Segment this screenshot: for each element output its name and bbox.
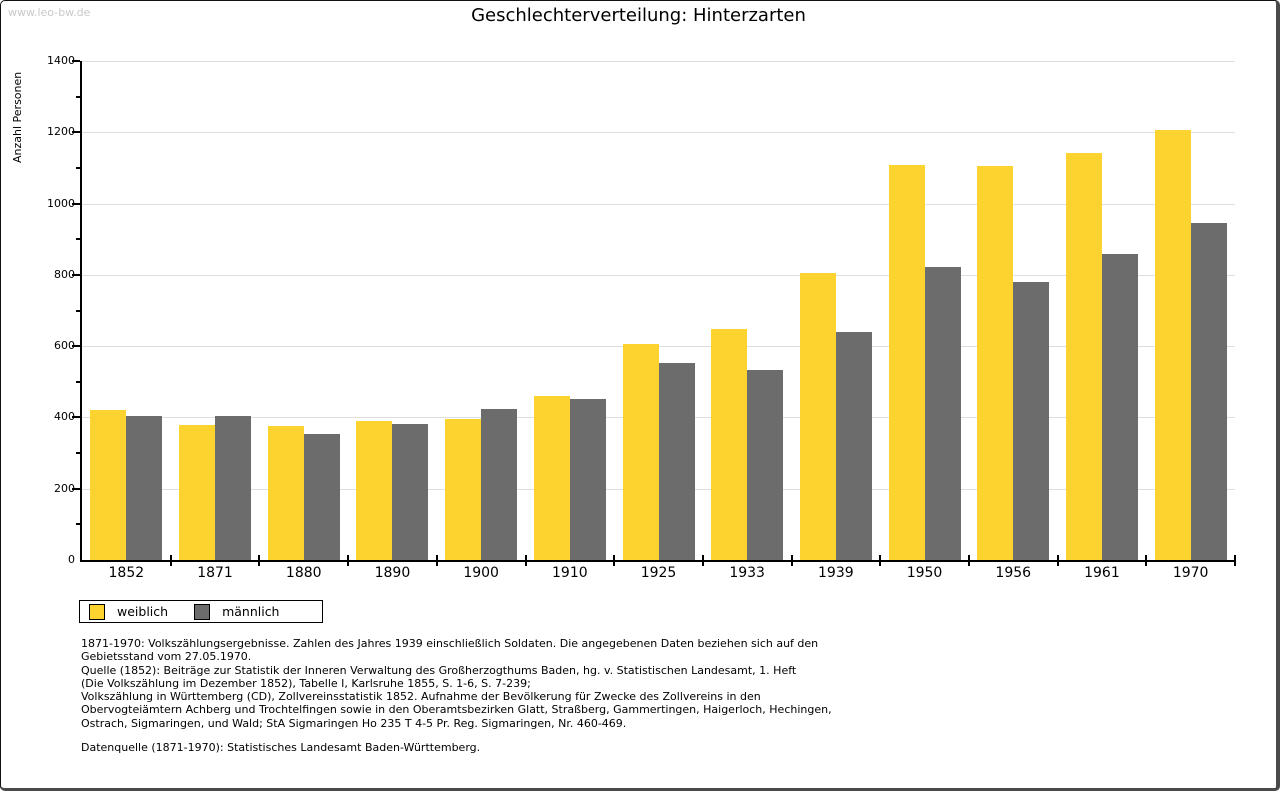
x-boundary-tick-3 [347, 555, 350, 566]
y-tick-label-1000: 1000 [47, 196, 75, 210]
footnote-line-1: 1871-1970: Volkszählungsergebnisse. Zahl… [81, 637, 819, 650]
x-tick-label-1925: 1925 [640, 565, 677, 581]
watermark: www.leo-bw.de [8, 6, 91, 19]
x-boundary-tick-12 [1145, 555, 1148, 566]
y-tick-label-200: 200 [54, 481, 75, 495]
x-tick-label-1956: 1956 [995, 565, 1032, 581]
bar-weiblich-1871 [179, 424, 215, 560]
footnotes: 1871-1970: Volkszählungsergebnisse. Zahl… [81, 637, 832, 730]
x-boundary-tick-8 [790, 555, 793, 566]
x-boundary-tick-9 [879, 555, 882, 566]
y-minor-tick-100 [76, 523, 80, 526]
x-boundary-tick-2 [258, 555, 261, 566]
x-boundary-tick-13 [1234, 555, 1236, 566]
x-boundary-tick-4 [435, 555, 438, 566]
y-tick-1000 [72, 202, 80, 205]
y-minor-tick-700 [76, 309, 80, 312]
bar-weiblich-1933 [711, 329, 748, 560]
bar-weiblich-1852 [90, 410, 127, 560]
gridline-600 [82, 346, 1235, 348]
bar-weiblich-1890 [356, 420, 393, 560]
x-tick-label-1900: 1900 [463, 565, 499, 581]
datasource-line: Datenquelle (1871-1970): Statistisches L… [81, 741, 481, 754]
bar-weiblich-1970 [1154, 129, 1191, 560]
x-boundary-tick-5 [524, 555, 527, 566]
x-tick-label-1933: 1933 [729, 565, 765, 581]
x-tick-label-1939: 1939 [818, 565, 854, 581]
y-tick-400 [72, 416, 80, 419]
bar-weiblich-1961 [1066, 153, 1102, 560]
y-minor-tick-1100 [76, 166, 80, 169]
bar-männlich-1880 [303, 433, 340, 560]
bar-männlich-1890 [392, 424, 429, 560]
bar-männlich-1852 [126, 416, 163, 560]
x-tick-label-1950: 1950 [906, 565, 943, 581]
x-boundary-tick-7 [701, 555, 704, 566]
y-tick-1200 [72, 131, 80, 134]
footnote-line-6: Obervogteiämtern Achberg und Trochtelfin… [81, 703, 832, 717]
y-tick-600 [72, 345, 80, 348]
x-tick-label-1961: 1961 [1084, 565, 1120, 581]
x-boundary-tick-6 [613, 555, 616, 566]
bar-männlich-1910 [569, 398, 606, 560]
bar-männlich-1961 [1102, 253, 1138, 560]
x-boundary-tick-10 [967, 555, 970, 566]
bar-weiblich-1956 [977, 166, 1014, 560]
bar-männlich-1939 [835, 331, 872, 560]
y-tick-800 [72, 273, 80, 276]
bar-weiblich-1950 [888, 165, 925, 560]
y-tick-label-1200: 1200 [47, 125, 75, 139]
legend-swatch-maennlich [194, 603, 211, 620]
bar-männlich-1956 [1013, 282, 1050, 560]
footnote-line-2: Gebietsstand vom 27.05.1970. [81, 650, 252, 664]
bar-männlich-1871 [215, 416, 251, 560]
y-minor-tick-300 [76, 452, 80, 455]
bar-weiblich-1900 [445, 419, 482, 560]
y-tick-label-1400: 1400 [47, 54, 75, 67]
legend-label-maennlich: männlich [222, 604, 280, 619]
legend-label-weiblich: weiblich [117, 604, 169, 619]
bar-männlich-1925 [658, 362, 695, 560]
bar-weiblich-1939 [799, 273, 836, 560]
gridline-800 [82, 274, 1235, 276]
y-axis-label: Anzahl Personen [11, 71, 24, 163]
bar-männlich-1900 [481, 408, 518, 560]
y-tick-label-0: 0 [68, 553, 75, 566]
bar-weiblich-1910 [533, 396, 570, 560]
x-boundary-tick-1 [169, 555, 172, 566]
x-tick-label-1871: 1871 [197, 565, 233, 581]
bar-weiblich-1925 [622, 343, 659, 560]
footnote-line-4: (Die Volkszählung im Dezember 1852), Tab… [81, 676, 531, 690]
y-tick-200 [72, 487, 80, 490]
x-tick-label-1880: 1880 [285, 565, 322, 581]
y-tick-label-800: 800 [54, 267, 75, 281]
bar-weiblich-1880 [267, 425, 304, 560]
x-tick-label-1852: 1852 [108, 565, 145, 581]
y-tick-label-400: 400 [54, 410, 75, 424]
gridline-1400 [82, 61, 1235, 62]
x-tick-label-1890: 1890 [374, 565, 411, 581]
gridline-1200 [82, 132, 1235, 134]
legend: weiblich männlich [79, 600, 323, 623]
y-tick-1400 [72, 60, 80, 62]
chart-title: Geschlechterverteilung: Hinterzarten [471, 5, 806, 26]
x-tick-label-1910: 1910 [552, 565, 588, 581]
bar-männlich-1933 [747, 369, 784, 560]
y-minor-tick-1300 [76, 95, 80, 98]
gridline-1000 [82, 203, 1235, 205]
bar-männlich-1950 [924, 267, 961, 560]
legend-swatch-weiblich [89, 603, 105, 620]
plot-area [72, 60, 1236, 566]
footnote-line-3: Quelle (1852): Beiträge zur Statistik de… [81, 663, 797, 677]
x-tick-label-1970: 1970 [1172, 565, 1209, 581]
footnote-line-5: Volkszählung in Württemberg (CD), Zollve… [81, 690, 761, 704]
y-minor-tick-900 [76, 238, 80, 241]
y-tick-label-600: 600 [54, 339, 75, 353]
y-minor-tick-500 [76, 380, 80, 383]
bar-männlich-1970 [1190, 222, 1227, 560]
x-boundary-tick-11 [1056, 555, 1059, 566]
footnote-line-7: Ostrach, Sigmaringen, und Wald; StA Sigm… [81, 716, 627, 730]
